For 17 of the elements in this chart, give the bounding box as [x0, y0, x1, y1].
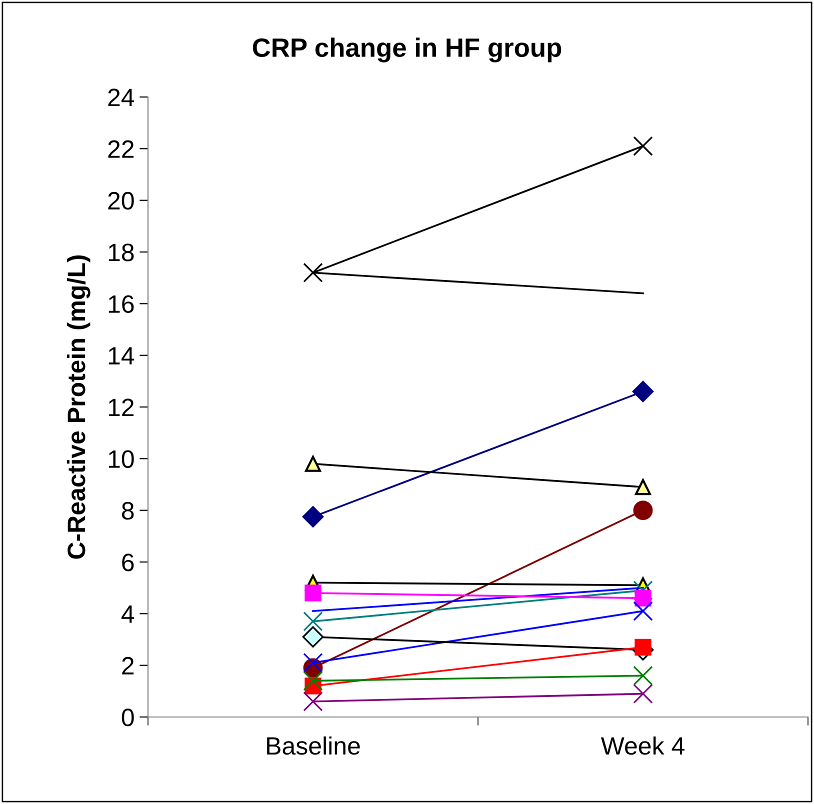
- y-tick-label: 6: [122, 554, 134, 572]
- y-tick-label: 16: [108, 295, 134, 313]
- y-tick-label: 12: [108, 398, 134, 416]
- y-tick-label: 20: [108, 192, 134, 210]
- y-tick-label: 0: [122, 708, 134, 726]
- y-tick-label: 24: [108, 88, 134, 106]
- y-axis-title: C-Reactive Protein (mg/L): [66, 255, 90, 559]
- y-tick-label: 8: [122, 502, 134, 520]
- x-tick-label: Baseline: [267, 736, 360, 755]
- y-tick-label: 22: [108, 140, 134, 158]
- y-tick-label: 18: [108, 244, 134, 262]
- y-tick-label: 4: [121, 606, 134, 623]
- x-tick-label: Week 4: [600, 736, 684, 755]
- y-tick-label: 14: [108, 347, 134, 364]
- y-tick-label: 10: [108, 450, 134, 468]
- y-tick-label: 2: [122, 656, 134, 674]
- chart-title: CRP change in HF group: [252, 38, 562, 62]
